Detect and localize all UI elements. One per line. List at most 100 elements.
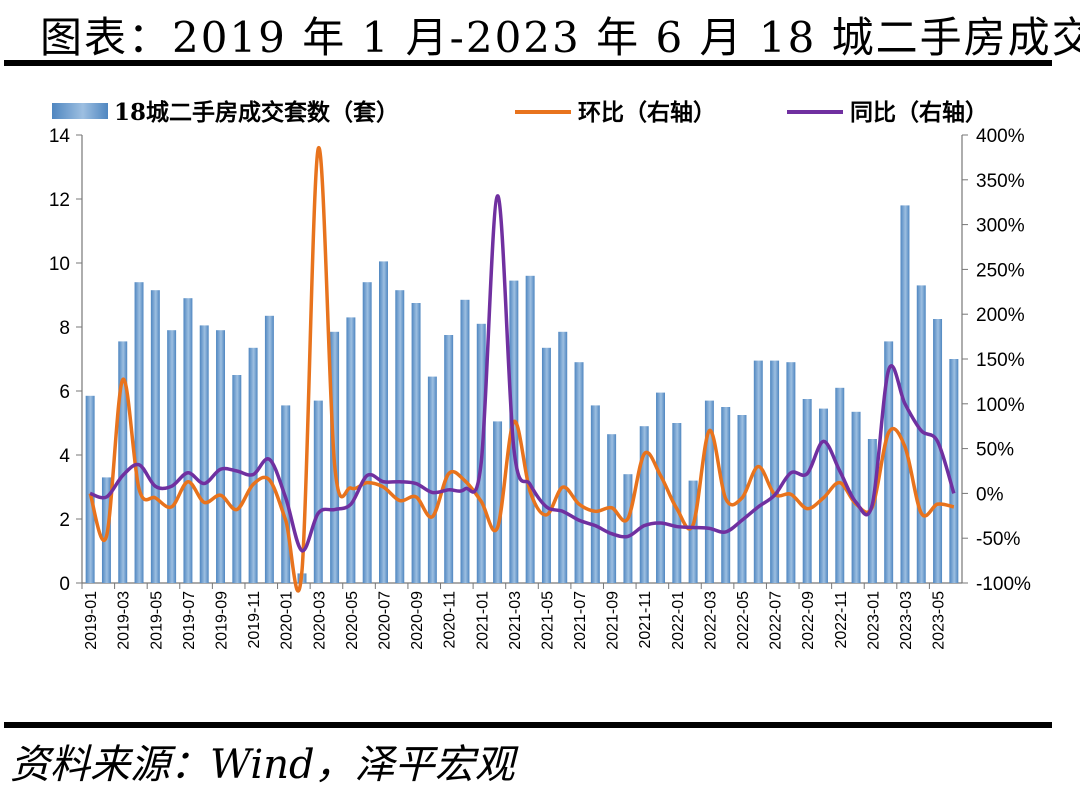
x-axis-tick-label: 2019-03 (116, 591, 133, 650)
left-axis-tick-label: 2 (59, 510, 70, 531)
bar (150, 290, 160, 583)
bar (264, 315, 274, 583)
bar (232, 375, 242, 583)
right-axis-tick-label: 150% (976, 350, 1025, 371)
right-axis-tick-label: 350% (976, 171, 1025, 192)
bar (216, 330, 225, 583)
bar (639, 426, 649, 583)
bar (313, 400, 323, 583)
left-axis-tick-label: 4 (59, 446, 70, 467)
x-axis-tick-label: 2023-01 (865, 591, 882, 650)
bar (916, 285, 926, 583)
x-axis-tick-label: 2020-11 (442, 591, 459, 649)
bar (851, 411, 861, 583)
x-axis-tick-label: 2022-09 (800, 591, 817, 650)
bar (118, 341, 128, 583)
x-axis-tick-label: 2021-09 (605, 591, 622, 650)
bar (835, 387, 845, 583)
left-axis-tick-label: 12 (49, 190, 70, 211)
left-axis-tick-label: 0 (59, 574, 70, 595)
bar (704, 400, 714, 583)
bar (525, 275, 535, 583)
x-axis-tick-label: 2020-07 (377, 591, 394, 650)
bar (623, 474, 633, 583)
x-axis-tick-label: 2023-05 (931, 591, 948, 650)
x-axis-tick-label: 2019-09 (214, 591, 231, 650)
bar (590, 405, 600, 583)
bar (346, 317, 356, 583)
bar-series (85, 205, 959, 583)
bar (395, 290, 405, 583)
x-axis-tick-label: 2020-01 (279, 591, 296, 650)
bar (884, 341, 894, 583)
legend-yoy-label: 同比（右轴） (850, 99, 988, 126)
x-axis-tick-label: 2020-09 (409, 591, 426, 650)
x-axis-tick-label: 2023-03 (898, 591, 915, 650)
left-axis-tick-label: 8 (59, 318, 70, 339)
bar (656, 392, 665, 583)
bar (362, 282, 372, 583)
x-axis-labels: 2019-01 2019-03 2019-05 2019-07 2019-09 2019-… (83, 591, 948, 650)
bar (900, 205, 910, 583)
line-series (88, 146, 956, 593)
chart-axes (76, 134, 968, 589)
right-axis-tick-label: 100% (976, 395, 1025, 416)
left-axis-labels: 0 2 4 6 8 10 12 14 (49, 126, 71, 595)
legend-bar-label: 18城二手房成交套数（套） (114, 99, 399, 126)
right-axis-tick-label: 250% (976, 260, 1025, 281)
bar (183, 298, 193, 583)
bar (770, 360, 780, 583)
bar (753, 360, 763, 583)
x-axis-tick-label: 2019-01 (83, 591, 100, 650)
right-axis-tick-label: 50% (976, 440, 1014, 461)
legend-mom-label: 环比（右轴） (578, 99, 716, 126)
mom-line (88, 146, 955, 593)
right-axis-tick-label: 0% (976, 484, 1004, 505)
x-axis-tick-label: 2020-03 (311, 591, 328, 650)
x-axis-tick-label: 2020-05 (344, 591, 361, 650)
bar (427, 376, 437, 583)
bar (85, 395, 95, 583)
bar (867, 439, 877, 583)
right-axis-tick-label: -100% (976, 574, 1031, 595)
bar (493, 421, 503, 583)
bar (444, 335, 454, 583)
right-axis-tick-label: -50% (976, 529, 1020, 550)
x-axis-tick-label: 2022-11 (833, 591, 850, 649)
x-axis-tick-label: 2021-11 (637, 591, 654, 649)
right-axis-tick-label: 200% (976, 305, 1025, 326)
right-axis-labels: -100% -50% 0% 50% 100% 150% 200% 250% 300% 350% 40… (976, 126, 1031, 595)
left-axis-tick-label: 6 (59, 382, 70, 403)
yoy-line (89, 194, 956, 553)
bar (134, 282, 144, 583)
x-axis-tick-label: 2022-07 (768, 591, 785, 650)
x-axis-tick-label: 2022-05 (735, 591, 752, 650)
bar (167, 330, 177, 583)
x-axis-tick-label: 2019-11 (246, 591, 263, 649)
bottom-rule (4, 722, 1052, 728)
bar (802, 399, 812, 583)
bar (672, 423, 682, 583)
source-note: 资料来源：Wind，泽平宏观 (10, 742, 515, 788)
bar (558, 331, 568, 583)
bar (688, 480, 698, 583)
x-axis-tick-label: 2021-01 (474, 591, 491, 650)
x-axis-tick-label: 2019-07 (181, 591, 198, 650)
bar (199, 325, 209, 583)
bar (379, 261, 388, 583)
x-axis-tick-label: 2021-05 (539, 591, 556, 650)
legend: 18城二手房成交套数（套） 环比（右轴） 同比（右轴） (52, 99, 988, 126)
x-axis-tick-label: 2021-03 (507, 591, 524, 650)
top-rule (4, 60, 1052, 66)
left-axis-tick-label: 10 (49, 254, 70, 275)
bar (460, 299, 470, 583)
bar (574, 362, 584, 583)
bar (933, 319, 943, 583)
x-axis-tick-label: 2022-03 (702, 591, 719, 650)
figure-title: 图表：2019 年 1 月-2023 年 6 月 18 城二手房成交 (40, 13, 1080, 62)
bar (541, 347, 551, 583)
bar (949, 359, 959, 583)
right-axis-tick-label: 300% (976, 216, 1025, 237)
legend-bar-swatch (52, 103, 108, 119)
